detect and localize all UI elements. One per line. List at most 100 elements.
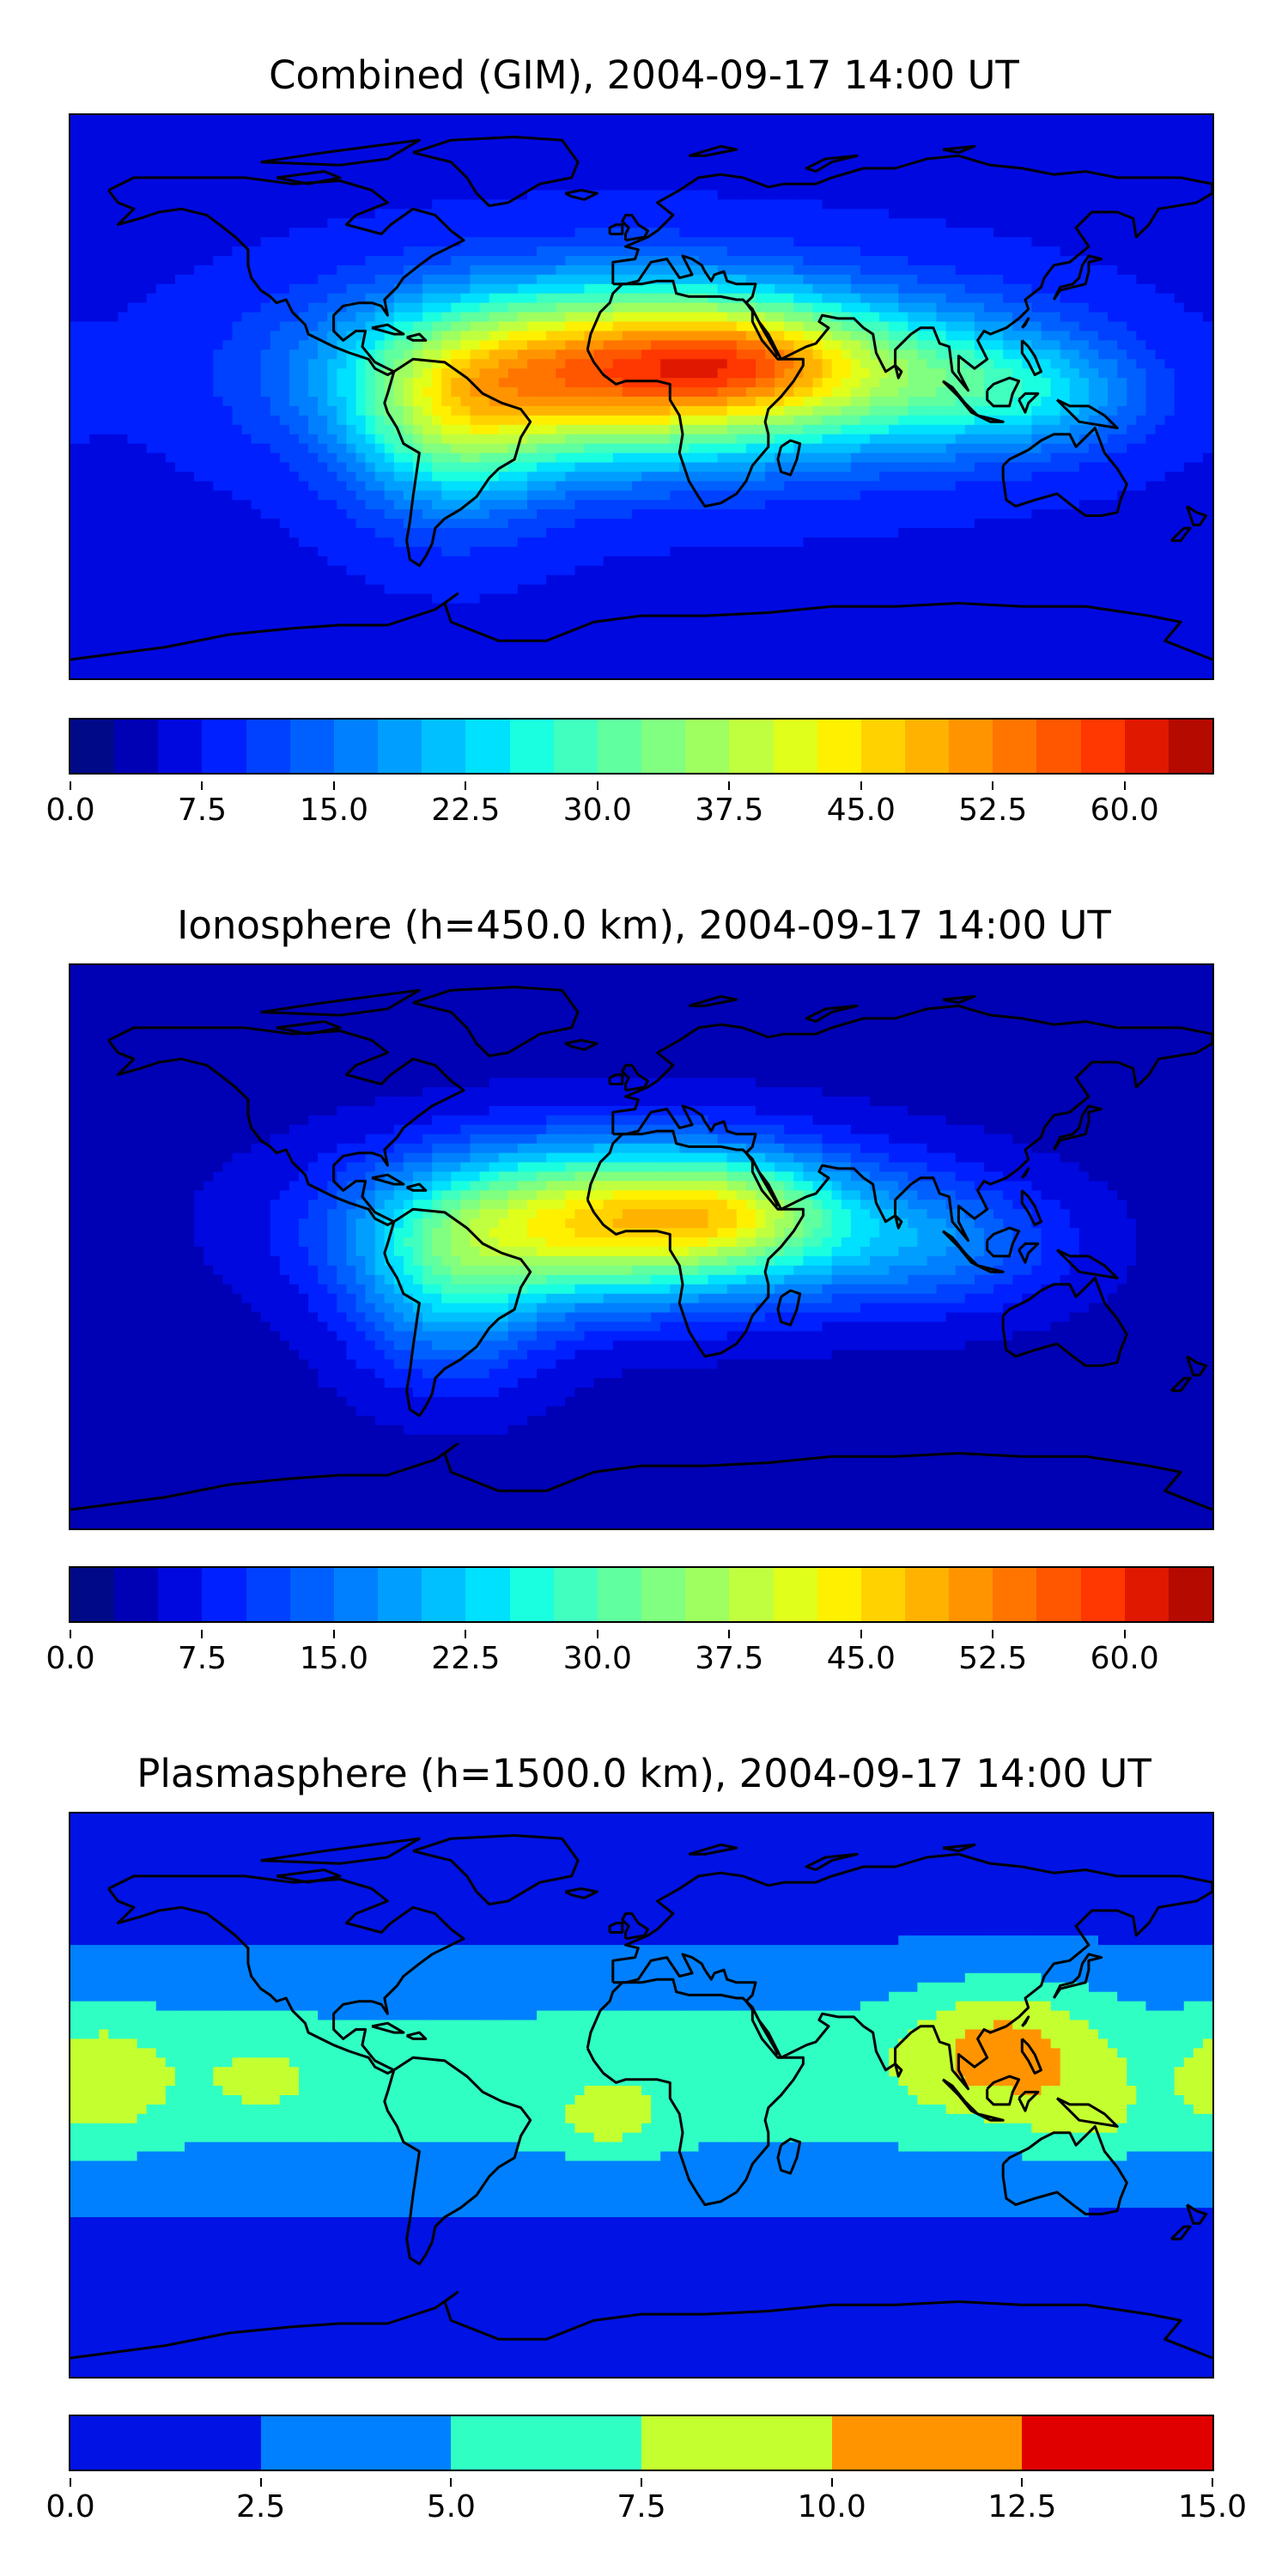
- heatmap-cell: [698, 397, 709, 407]
- heatmap-cell: [917, 302, 928, 313]
- heatmap-cell: [1202, 264, 1212, 276]
- heatmap-cell: [507, 161, 519, 173]
- heatmap-cell: [422, 180, 433, 191]
- heatmap-cell: [1183, 405, 1194, 416]
- heatmap-cell: [936, 378, 947, 388]
- heatmap-cell: [765, 443, 775, 454]
- heatmap-cell: [612, 397, 623, 407]
- heatmap-cell: [546, 143, 556, 154]
- heatmap-cell: [641, 443, 652, 454]
- heatmap-cell: [527, 471, 538, 482]
- heatmap-cell: [984, 133, 994, 144]
- heatmap-cell: [1174, 312, 1185, 323]
- heatmap-cell: [1069, 171, 1080, 182]
- heatmap-cell: [556, 415, 566, 426]
- heatmap-cell: [204, 349, 214, 360]
- heatmap-cell: [1117, 387, 1127, 398]
- heatmap-cell: [137, 312, 148, 323]
- heatmap-cell: [1155, 124, 1166, 135]
- heatmap-cell: [1060, 256, 1071, 266]
- heatmap-cell: [89, 293, 100, 304]
- heatmap-cell: [1183, 471, 1194, 482]
- heatmap-cell: [1145, 246, 1157, 257]
- heatmap-cell: [127, 415, 138, 426]
- heatmap-cell: [460, 387, 471, 398]
- heatmap-cell: [1060, 397, 1071, 407]
- heatmap-cell: [279, 387, 290, 398]
- heatmap-cell: [251, 462, 262, 473]
- heatmap-cell: [327, 264, 337, 276]
- heatmap-cell: [1155, 434, 1166, 445]
- heatmap-cell: [155, 246, 167, 257]
- heatmap-cell: [964, 331, 975, 341]
- heatmap-cell: [99, 443, 109, 454]
- heatmap-cell: [460, 237, 471, 247]
- heatmap-cell: [831, 180, 842, 191]
- heatmap-cell: [556, 368, 566, 379]
- heatmap-cell: [441, 387, 452, 398]
- heatmap-cell: [784, 312, 794, 323]
- heatmap-cell: [631, 378, 642, 388]
- heatmap-cell: [984, 228, 994, 238]
- heatmap-cell: [289, 349, 300, 360]
- heatmap-cell: [1098, 293, 1109, 304]
- heatmap-cell: [708, 453, 719, 464]
- heatmap-cell: [689, 228, 700, 238]
- heatmap-cell: [241, 500, 252, 510]
- heatmap-cell: [413, 368, 423, 379]
- heatmap-cell: [1022, 190, 1033, 200]
- heatmap-cell: [765, 199, 775, 210]
- heatmap-cell: [213, 264, 223, 276]
- heatmap-cell: [318, 152, 328, 163]
- heatmap-cell: [1069, 340, 1080, 350]
- heatmap-cell: [355, 349, 367, 360]
- heatmap-cell: [251, 171, 262, 182]
- heatmap-cell: [270, 171, 281, 182]
- heatmap-cell: [403, 368, 414, 379]
- heatmap-cell: [812, 228, 823, 238]
- heatmap-cell: [1012, 209, 1023, 219]
- heatmap-cell: [479, 218, 490, 228]
- heatmap-cell: [841, 143, 852, 154]
- heatmap-cell: [964, 321, 975, 332]
- heatmap-cell: [1022, 161, 1033, 173]
- heatmap-cell: [1022, 209, 1033, 219]
- heatmap-cell: [879, 368, 890, 379]
- heatmap-cell: [898, 237, 908, 247]
- heatmap-cell: [622, 359, 633, 369]
- heatmap-cell: [1164, 453, 1176, 464]
- heatmap-cell: [556, 462, 566, 473]
- heatmap-cell: [279, 359, 290, 369]
- heatmap-cell: [1136, 152, 1147, 163]
- heatmap-cell: [393, 462, 404, 473]
- heatmap-cell: [489, 387, 500, 398]
- heatmap-cell: [1183, 481, 1194, 491]
- heatmap-cell: [118, 180, 129, 191]
- heatmap-cell: [403, 349, 414, 360]
- heatmap-cell: [841, 387, 852, 398]
- heatmap-cell: [279, 340, 290, 350]
- heatmap-cell: [1098, 302, 1109, 313]
- heatmap-cell: [879, 481, 890, 491]
- heatmap-cell: [955, 443, 966, 454]
- heatmap-cell: [584, 228, 595, 238]
- heatmap-cell: [812, 471, 823, 482]
- heatmap-cell: [812, 115, 823, 125]
- heatmap-cell: [803, 209, 814, 219]
- heatmap-cell: [660, 424, 671, 435]
- heatmap-cell: [670, 133, 680, 144]
- heatmap-cell: [793, 274, 805, 285]
- heatmap-cell: [1108, 133, 1118, 144]
- heatmap-cell: [1078, 490, 1090, 501]
- heatmap-cell: [451, 424, 462, 435]
- heatmap-cell: [507, 124, 519, 135]
- heatmap-cell: [413, 264, 423, 276]
- heatmap-cell: [89, 209, 100, 219]
- heatmap-cell: [413, 340, 423, 350]
- heatmap-cell: [1108, 218, 1118, 228]
- heatmap-cell: [422, 415, 433, 426]
- heatmap-cell: [1136, 481, 1147, 491]
- heatmap-cell: [89, 331, 100, 341]
- heatmap-cell: [479, 302, 490, 313]
- heatmap-cell: [765, 349, 775, 360]
